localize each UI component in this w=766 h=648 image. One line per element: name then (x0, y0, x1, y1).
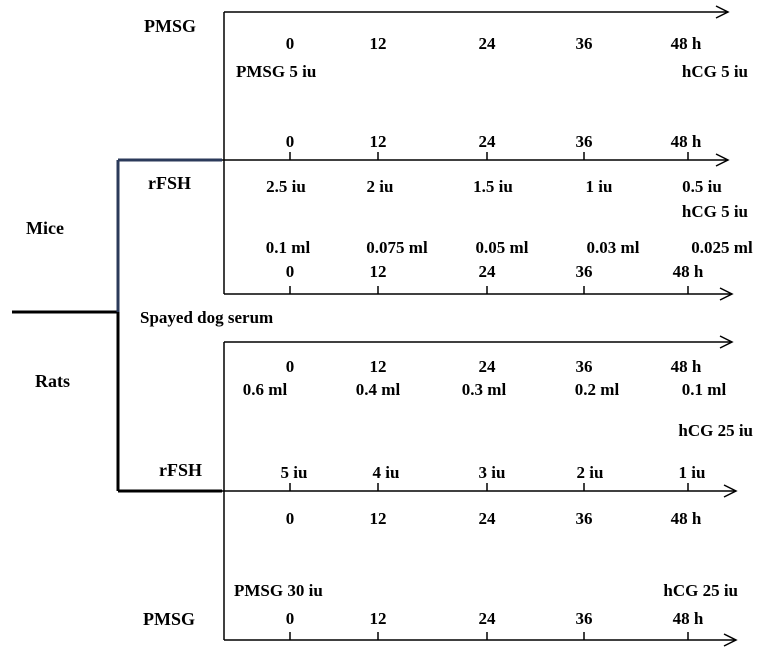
hour-label: 36 (575, 132, 593, 151)
species-label-mice: Mice (26, 218, 64, 238)
hour-label: 24 (478, 34, 496, 53)
volume-label: 0.03 ml (586, 238, 640, 257)
hour-label: 12 (369, 132, 387, 151)
hour-label: 24 (478, 609, 496, 628)
protocol-label-mice-rfsh: rFSH (148, 173, 191, 193)
tree-branches (12, 158, 222, 493)
hour-label: 48 h (670, 357, 702, 376)
arrow-rats-serum (719, 335, 734, 349)
hour-label: 24 (478, 132, 496, 151)
hour-label: 24 (478, 262, 496, 281)
dose-label: 2 iu (576, 463, 604, 482)
hour-label: 36 (575, 262, 593, 281)
hour-label: 0 (285, 132, 295, 151)
protocol-label-rats-rfsh: rFSH (159, 460, 202, 480)
arrow-rats-pmsg (723, 633, 738, 647)
species-label-rats: Rats (35, 371, 70, 391)
hour-label: 12 (369, 34, 387, 53)
arrow-rats-rfsh (723, 484, 738, 498)
hour-label: 0 (285, 34, 295, 53)
end-dose-mice-rfsh: hCG 5 iu (681, 202, 748, 221)
hour-label: 36 (575, 357, 593, 376)
hour-label: 36 (575, 609, 593, 628)
volume-label: 0.6 ml (242, 380, 288, 399)
dose-label: 2.5 iu (266, 177, 306, 196)
hour-label: 24 (478, 357, 496, 376)
volume-label: 0.2 ml (574, 380, 620, 399)
hour-label: 48 h (670, 132, 702, 151)
dose-label: 5 iu (280, 463, 308, 482)
start-dose-mice-pmsg: PMSG 5 iu (236, 62, 317, 81)
volume-label: 0.1 ml (681, 380, 727, 399)
dose-label: 3 iu (478, 463, 506, 482)
volume-label: 0.05 ml (475, 238, 529, 257)
volume-label: 0.1 ml (265, 238, 311, 257)
hour-label: 24 (478, 509, 496, 528)
dose-label: 2 iu (366, 177, 394, 196)
start-dose-rats-pmsg: PMSG 30 iu (234, 581, 323, 600)
hour-label: 12 (369, 357, 387, 376)
hour-label: 0 (285, 509, 295, 528)
dose-label: 4 iu (372, 463, 400, 482)
hour-label: 0 (285, 357, 295, 376)
hour-label: 0 (285, 609, 295, 628)
dose-label: 1.5 iu (473, 177, 513, 196)
hour-label: 12 (369, 262, 387, 281)
hour-label: 12 (369, 609, 387, 628)
end-dose-rats-serum: hCG 25 iu (678, 421, 753, 440)
hour-label: 48 h (672, 262, 704, 281)
hour-label: 36 (575, 34, 593, 53)
dose-label: 0.5 iu (682, 177, 722, 196)
hour-label: 12 (369, 509, 387, 528)
end-dose-rats-pmsg: hCG 25 iu (663, 581, 738, 600)
protocol-label-mice-pmsg: PMSG (144, 16, 196, 36)
volume-label: 0.025 ml (691, 238, 753, 257)
hour-label: 36 (575, 509, 593, 528)
hour-label: 0 (285, 262, 295, 281)
hour-label: 48 h (670, 34, 702, 53)
dose-label: 1 iu (678, 463, 706, 482)
arrow-mice-serum (719, 287, 734, 301)
volume-label: 0.075 ml (366, 238, 428, 257)
hour-label: 48 h (672, 609, 704, 628)
volume-label: 0.4 ml (355, 380, 401, 399)
ticks (289, 152, 689, 640)
hour-label: 48 h (670, 509, 702, 528)
dose-label: 1 iu (585, 177, 613, 196)
arrow-mice-pmsg (715, 5, 730, 19)
timelines (222, 5, 738, 647)
protocol-label-spayed-dog-serum: Spayed dog serum (140, 308, 274, 327)
arrow-mice-rfsh (715, 153, 730, 167)
end-dose-mice-pmsg: hCG 5 iu (681, 62, 748, 81)
volume-label: 0.3 ml (461, 380, 507, 399)
protocol-label-rats-pmsg: PMSG (143, 609, 195, 629)
